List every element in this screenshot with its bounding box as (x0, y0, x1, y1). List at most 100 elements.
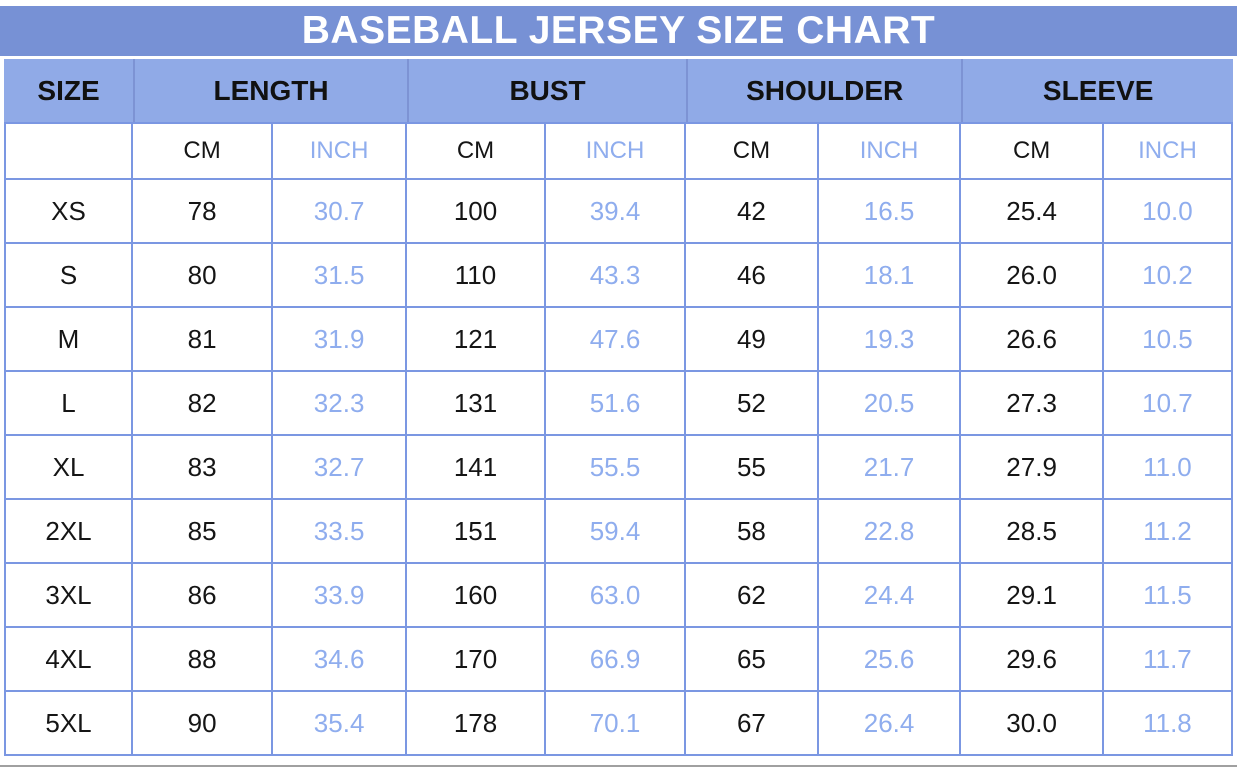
bottom-divider (0, 765, 1237, 767)
cm-value-cell: 42 (686, 180, 819, 244)
cm-value-cell: 86 (133, 564, 274, 628)
cm-value-cell: 67 (686, 692, 819, 756)
size-label-cell: XL (4, 436, 134, 500)
cm-value-cell: 30.0 (961, 692, 1104, 756)
column-group-header-row: SIZE LENGTH BUST SHOULDER SLEEVE (4, 59, 1233, 122)
cm-value-cell: 100 (407, 180, 546, 244)
chart-title: BASEBALL JERSEY SIZE CHART (301, 9, 936, 52)
cm-value-cell: 29.6 (961, 628, 1104, 692)
inch-value-cell: 11.2 (1103, 500, 1233, 564)
inch-value-cell: 55.5 (545, 436, 687, 500)
cm-value-cell: 121 (407, 308, 546, 372)
inch-value-cell: 33.5 (273, 500, 408, 564)
unit-header-row: CM INCH CM INCH CM INCH CM INCH (4, 122, 1233, 180)
cm-value-cell: 78 (133, 180, 274, 244)
inch-value-cell: 66.9 (545, 628, 687, 692)
cm-value-cell: 90 (133, 692, 274, 756)
cm-value-cell: 27.9 (961, 436, 1104, 500)
unit-header-cm: CM (407, 122, 546, 180)
size-label-cell: L (4, 372, 134, 436)
table-row: 3XL 86 33.9 160 63.0 62 24.4 29.1 11.5 (4, 564, 1233, 628)
unit-header-inch: INCH (818, 122, 962, 180)
table-row: XL 83 32.7 141 55.5 55 21.7 27.9 11.0 (4, 436, 1233, 500)
size-chart-table: SIZE LENGTH BUST SHOULDER SLEEVE CM INCH… (4, 59, 1233, 756)
table-row: S 80 31.5 110 43.3 46 18.1 26.0 10.2 (4, 244, 1233, 308)
inch-value-cell: 19.3 (818, 308, 962, 372)
table-row: L 82 32.3 131 51.6 52 20.5 27.3 10.7 (4, 372, 1233, 436)
cm-value-cell: 58 (686, 500, 819, 564)
inch-value-cell: 63.0 (545, 564, 687, 628)
size-chart-body: XS 78 30.7 100 39.4 42 16.5 25.4 10.0 S 80 31.5 110 4… (4, 180, 1233, 756)
cm-value-cell: 83 (133, 436, 274, 500)
cm-value-cell: 62 (686, 564, 819, 628)
cm-value-cell: 55 (686, 436, 819, 500)
column-group-shoulder: SHOULDER (686, 59, 962, 122)
inch-value-cell: 10.5 (1103, 308, 1233, 372)
cm-value-cell: 29.1 (961, 564, 1104, 628)
cm-value-cell: 28.5 (961, 500, 1104, 564)
inch-value-cell: 18.1 (818, 244, 962, 308)
inch-value-cell: 31.5 (273, 244, 408, 308)
cm-value-cell: 52 (686, 372, 819, 436)
size-label-cell: 5XL (4, 692, 134, 756)
inch-value-cell: 11.5 (1103, 564, 1233, 628)
column-group-sleeve: SLEEVE (961, 59, 1233, 122)
inch-value-cell: 10.7 (1103, 372, 1233, 436)
cm-value-cell: 151 (407, 500, 546, 564)
size-label-cell: S (4, 244, 134, 308)
inch-value-cell: 43.3 (545, 244, 687, 308)
size-label-cell: 2XL (4, 500, 134, 564)
cm-value-cell: 27.3 (961, 372, 1104, 436)
inch-value-cell: 59.4 (545, 500, 687, 564)
table-row: XS 78 30.7 100 39.4 42 16.5 25.4 10.0 (4, 180, 1233, 244)
cm-value-cell: 178 (407, 692, 546, 756)
table-row: 5XL 90 35.4 178 70.1 67 26.4 30.0 11.8 (4, 692, 1233, 756)
column-group-length: LENGTH (133, 59, 408, 122)
chart-title-bar: BASEBALL JERSEY SIZE CHART (0, 6, 1237, 56)
cm-value-cell: 80 (133, 244, 274, 308)
size-label-cell: 4XL (4, 628, 134, 692)
cm-value-cell: 49 (686, 308, 819, 372)
inch-value-cell: 11.7 (1103, 628, 1233, 692)
inch-value-cell: 11.8 (1103, 692, 1233, 756)
inch-value-cell: 25.6 (818, 628, 962, 692)
inch-value-cell: 20.5 (818, 372, 962, 436)
cm-value-cell: 26.6 (961, 308, 1104, 372)
column-group-bust: BUST (407, 59, 687, 122)
unit-header-cm: CM (133, 122, 274, 180)
cm-value-cell: 26.0 (961, 244, 1104, 308)
cm-value-cell: 65 (686, 628, 819, 692)
inch-value-cell: 47.6 (545, 308, 687, 372)
cm-value-cell: 131 (407, 372, 546, 436)
cm-value-cell: 110 (407, 244, 546, 308)
cm-value-cell: 88 (133, 628, 274, 692)
size-label-cell: XS (4, 180, 134, 244)
unit-header-inch: INCH (1103, 122, 1233, 180)
inch-value-cell: 11.0 (1103, 436, 1233, 500)
cm-value-cell: 170 (407, 628, 546, 692)
inch-value-cell: 26.4 (818, 692, 962, 756)
inch-value-cell: 24.4 (818, 564, 962, 628)
inch-value-cell: 10.2 (1103, 244, 1233, 308)
inch-value-cell: 30.7 (273, 180, 408, 244)
inch-value-cell: 32.7 (273, 436, 408, 500)
cm-value-cell: 46 (686, 244, 819, 308)
inch-value-cell: 31.9 (273, 308, 408, 372)
table-row: 2XL 85 33.5 151 59.4 58 22.8 28.5 11.2 (4, 500, 1233, 564)
unit-header-empty (4, 122, 134, 180)
cm-value-cell: 25.4 (961, 180, 1104, 244)
inch-value-cell: 21.7 (818, 436, 962, 500)
size-label-cell: M (4, 308, 134, 372)
size-label-cell: 3XL (4, 564, 134, 628)
inch-value-cell: 70.1 (545, 692, 687, 756)
unit-header-inch: INCH (273, 122, 408, 180)
inch-value-cell: 10.0 (1103, 180, 1233, 244)
table-row: M 81 31.9 121 47.6 49 19.3 26.6 10.5 (4, 308, 1233, 372)
unit-header-cm: CM (961, 122, 1104, 180)
inch-value-cell: 39.4 (545, 180, 687, 244)
inch-value-cell: 16.5 (818, 180, 962, 244)
inch-value-cell: 32.3 (273, 372, 408, 436)
inch-value-cell: 35.4 (273, 692, 408, 756)
inch-value-cell: 33.9 (273, 564, 408, 628)
cm-value-cell: 160 (407, 564, 546, 628)
